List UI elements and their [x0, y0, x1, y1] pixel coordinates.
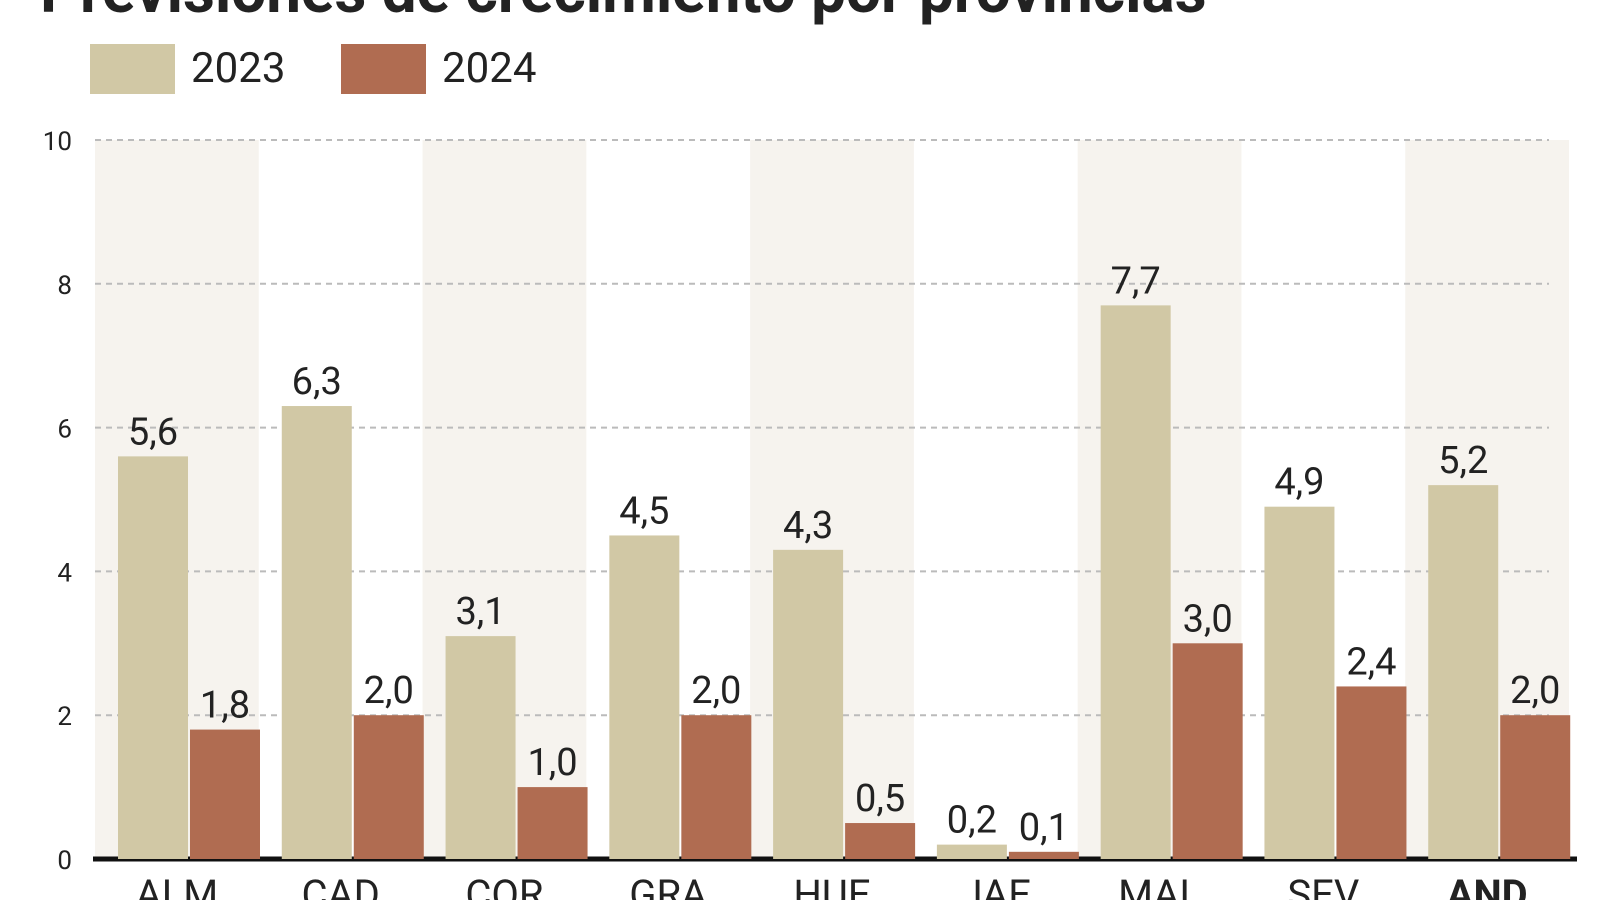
x-tick-label: GRA	[629, 871, 707, 900]
bar	[1172, 643, 1243, 859]
legend-label: 2023	[191, 44, 285, 93]
value-label: 0,1	[1019, 806, 1069, 850]
bar	[1100, 305, 1171, 859]
chart-title: Previsiones de crecimiento por provincia…	[40, 0, 1207, 28]
value-label: 1,0	[527, 741, 577, 785]
value-label: 5,6	[128, 410, 178, 454]
value-label: 4,3	[783, 504, 833, 548]
value-label: 4,5	[619, 489, 669, 533]
legend-label: 2024	[442, 44, 536, 93]
bar	[517, 787, 588, 859]
value-label: 0,5	[855, 777, 905, 821]
x-tick-label: CAD	[301, 871, 379, 900]
value-label: 7,7	[1111, 259, 1161, 303]
value-label: 2,0	[364, 669, 414, 713]
x-tick-label: JAE	[961, 871, 1031, 900]
value-label: 0,2	[947, 799, 997, 843]
value-label: 3,1	[455, 590, 505, 634]
y-tick-label: 6	[57, 415, 72, 445]
bar	[845, 823, 916, 859]
value-label: 2,0	[691, 669, 741, 713]
x-tick-label: HUE	[793, 871, 870, 900]
x-tick-label: AND	[1447, 871, 1528, 900]
bar	[1500, 715, 1571, 859]
legend-swatch	[341, 44, 426, 94]
value-label: 1,8	[200, 684, 250, 728]
bar	[936, 844, 1007, 859]
value-label: 5,2	[1438, 439, 1488, 483]
x-tick-label: ALM	[136, 871, 219, 900]
bar	[773, 549, 844, 859]
bar	[1008, 851, 1079, 859]
bar	[681, 715, 752, 859]
legend-swatch	[90, 44, 175, 94]
y-tick-label: 10	[43, 127, 72, 157]
value-label: 6,3	[292, 360, 342, 404]
bar	[445, 636, 516, 859]
x-tick-label: MAL	[1118, 871, 1201, 900]
value-label: 4,9	[1274, 461, 1324, 505]
y-tick-label: 8	[57, 271, 72, 301]
value-label: 3,0	[1183, 597, 1233, 641]
bar	[118, 456, 188, 859]
value-label: 2,0	[1510, 669, 1560, 713]
x-tick-label: SEV	[1287, 871, 1359, 900]
bar	[609, 535, 680, 859]
value-label: 2,4	[1346, 640, 1396, 684]
y-tick-label: 0	[57, 846, 72, 876]
bar	[353, 715, 424, 859]
y-tick-label: 2	[57, 702, 72, 732]
x-tick-label: COR	[465, 871, 543, 900]
bar	[281, 406, 352, 859]
bar	[190, 729, 260, 859]
y-tick-label: 4	[57, 558, 72, 588]
bar	[1336, 686, 1407, 859]
bar	[1428, 485, 1499, 859]
bar	[1264, 506, 1335, 859]
